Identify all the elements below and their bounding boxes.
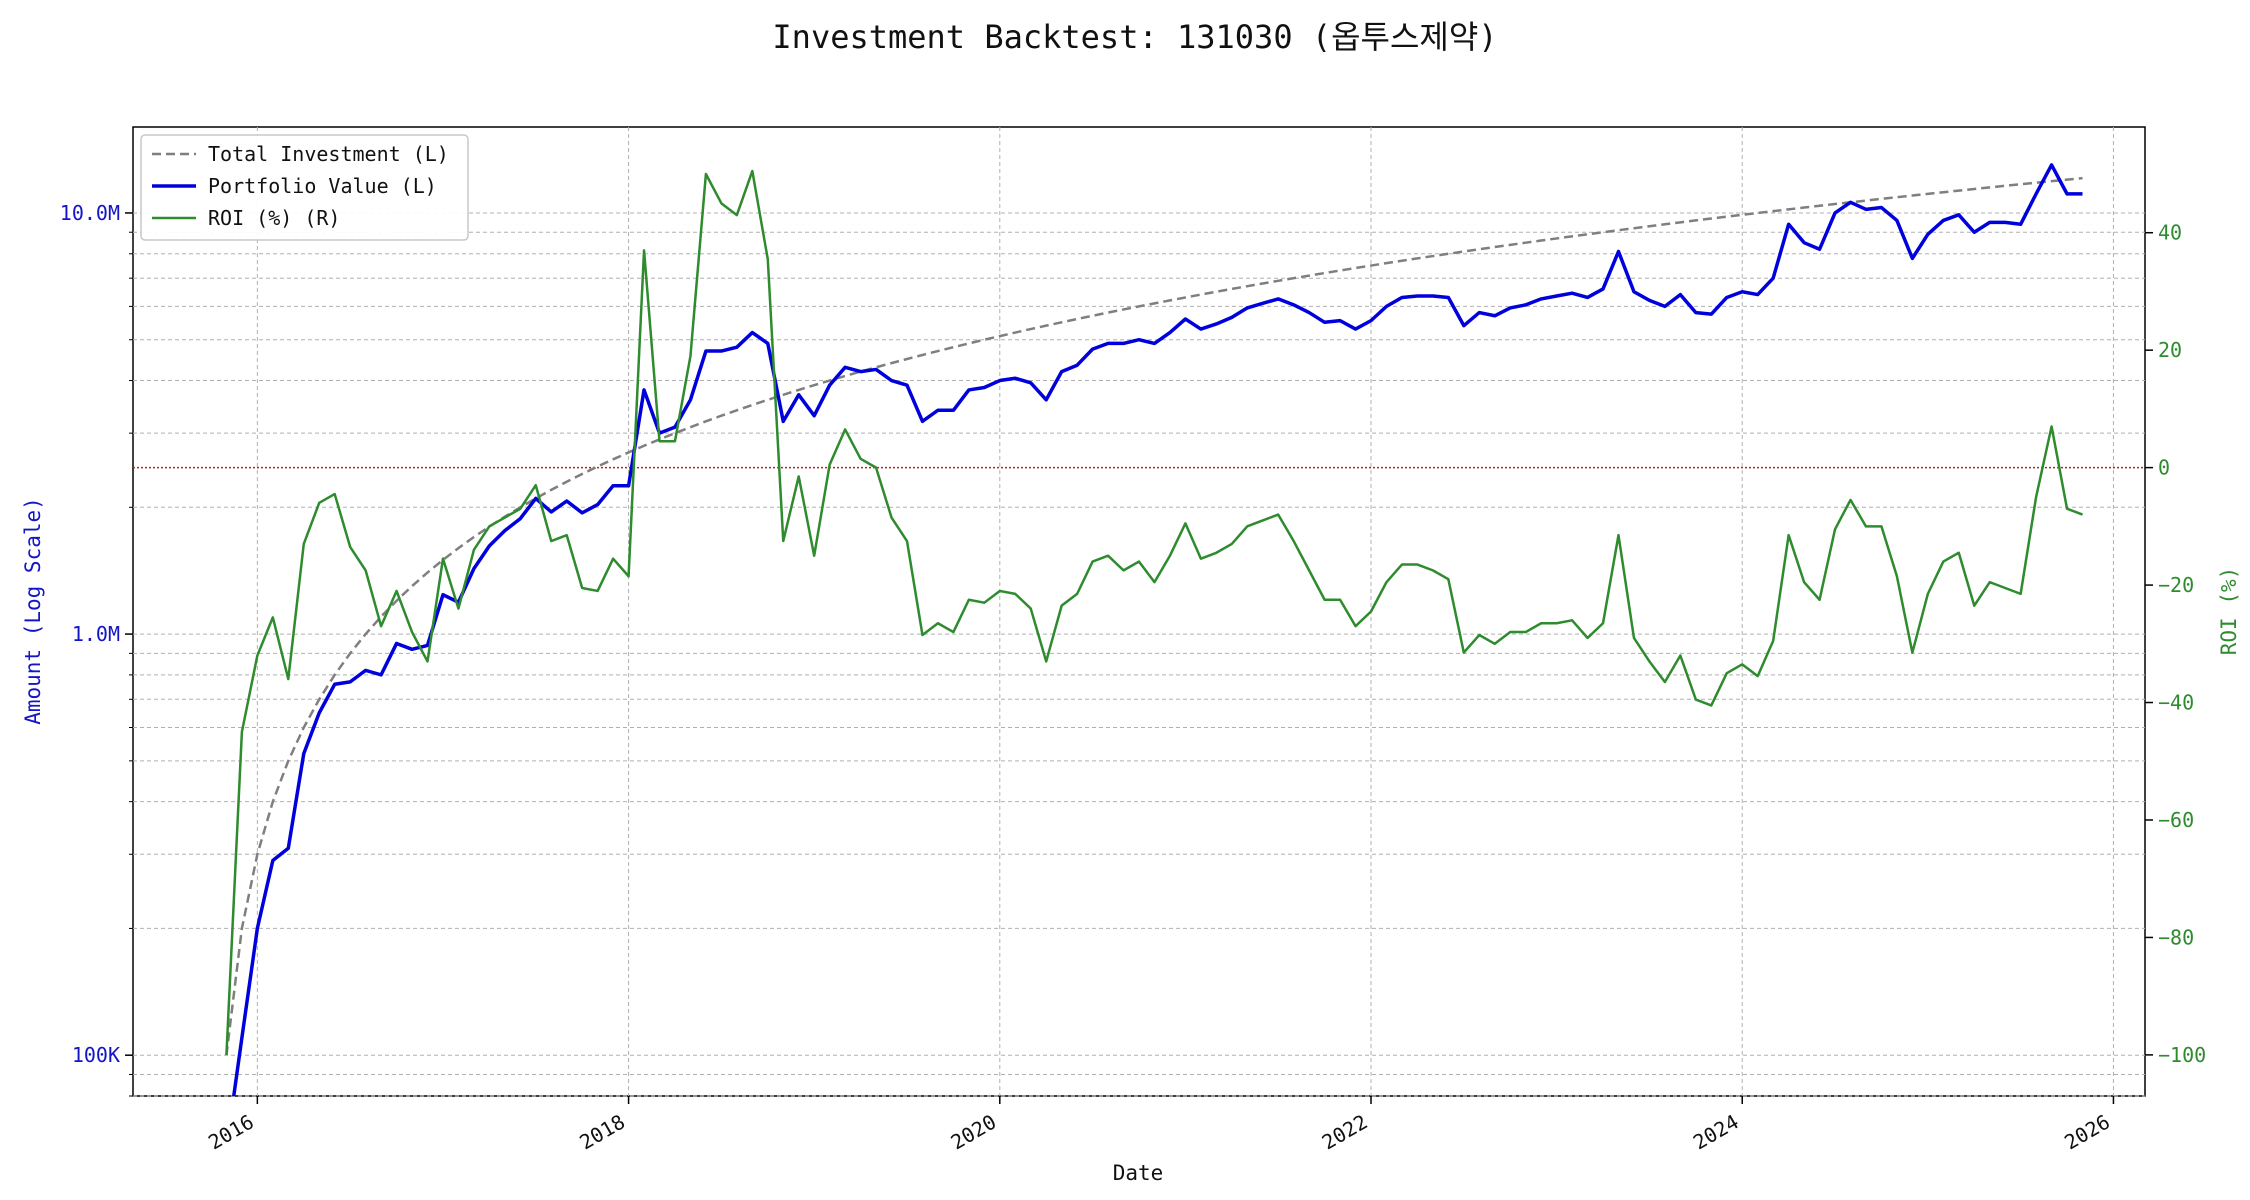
x-axis-label: Date	[1113, 1161, 1164, 1185]
right-tick-label: 0	[2158, 456, 2170, 480]
right-tick-label: −20	[2158, 573, 2194, 597]
chart-title: Investment Backtest: 131030 (옵투스제약)	[772, 18, 1497, 56]
x-tick-label: 2026	[2060, 1110, 2114, 1155]
plot-area-frame	[132, 126, 2146, 1097]
legend-label-roi: ROI (%) (R)	[208, 206, 340, 230]
grid-lines	[133, 127, 2145, 1097]
right-tick-label: −100	[2158, 1043, 2206, 1067]
axes: 2016 2018 2020 2022 2024 2026 100K 1.0M 10.0M −10…	[60, 201, 2206, 1154]
right-tick-label: −40	[2158, 691, 2194, 715]
legend: Total Investment (L) Portfolio Value (L)…	[140, 134, 469, 241]
x-tick-label: 2020	[947, 1110, 1001, 1155]
left-tick-label: 1.0M	[72, 622, 120, 646]
x-tick-label: 2018	[575, 1110, 629, 1155]
left-axis-label: Amount (Log Scale)	[21, 497, 45, 725]
left-tick-label: 100K	[72, 1043, 120, 1067]
series-line-roi	[225, 169, 2083, 1055]
right-tick-label: −60	[2158, 808, 2194, 832]
legend-label-total-investment: Total Investment (L)	[208, 142, 449, 166]
x-tick-label: 2024	[1689, 1110, 1743, 1155]
series-line-portfolio-value	[231, 163, 2083, 1096]
series-lines	[225, 163, 2083, 1096]
right-tick-label: 20	[2158, 338, 2182, 362]
legend-box	[140, 134, 469, 241]
x-tick-label: 2016	[204, 1110, 258, 1155]
series-line-total-investment	[225, 176, 2083, 1056]
legend-label-portfolio-value: Portfolio Value (L)	[208, 174, 437, 198]
right-tick-label: 40	[2158, 221, 2182, 245]
x-tick-label: 2022	[1318, 1110, 1372, 1155]
left-tick-label: 10.0M	[60, 201, 120, 225]
right-axis-label: ROI (%)	[2217, 567, 2241, 656]
right-tick-label: −80	[2158, 925, 2194, 949]
